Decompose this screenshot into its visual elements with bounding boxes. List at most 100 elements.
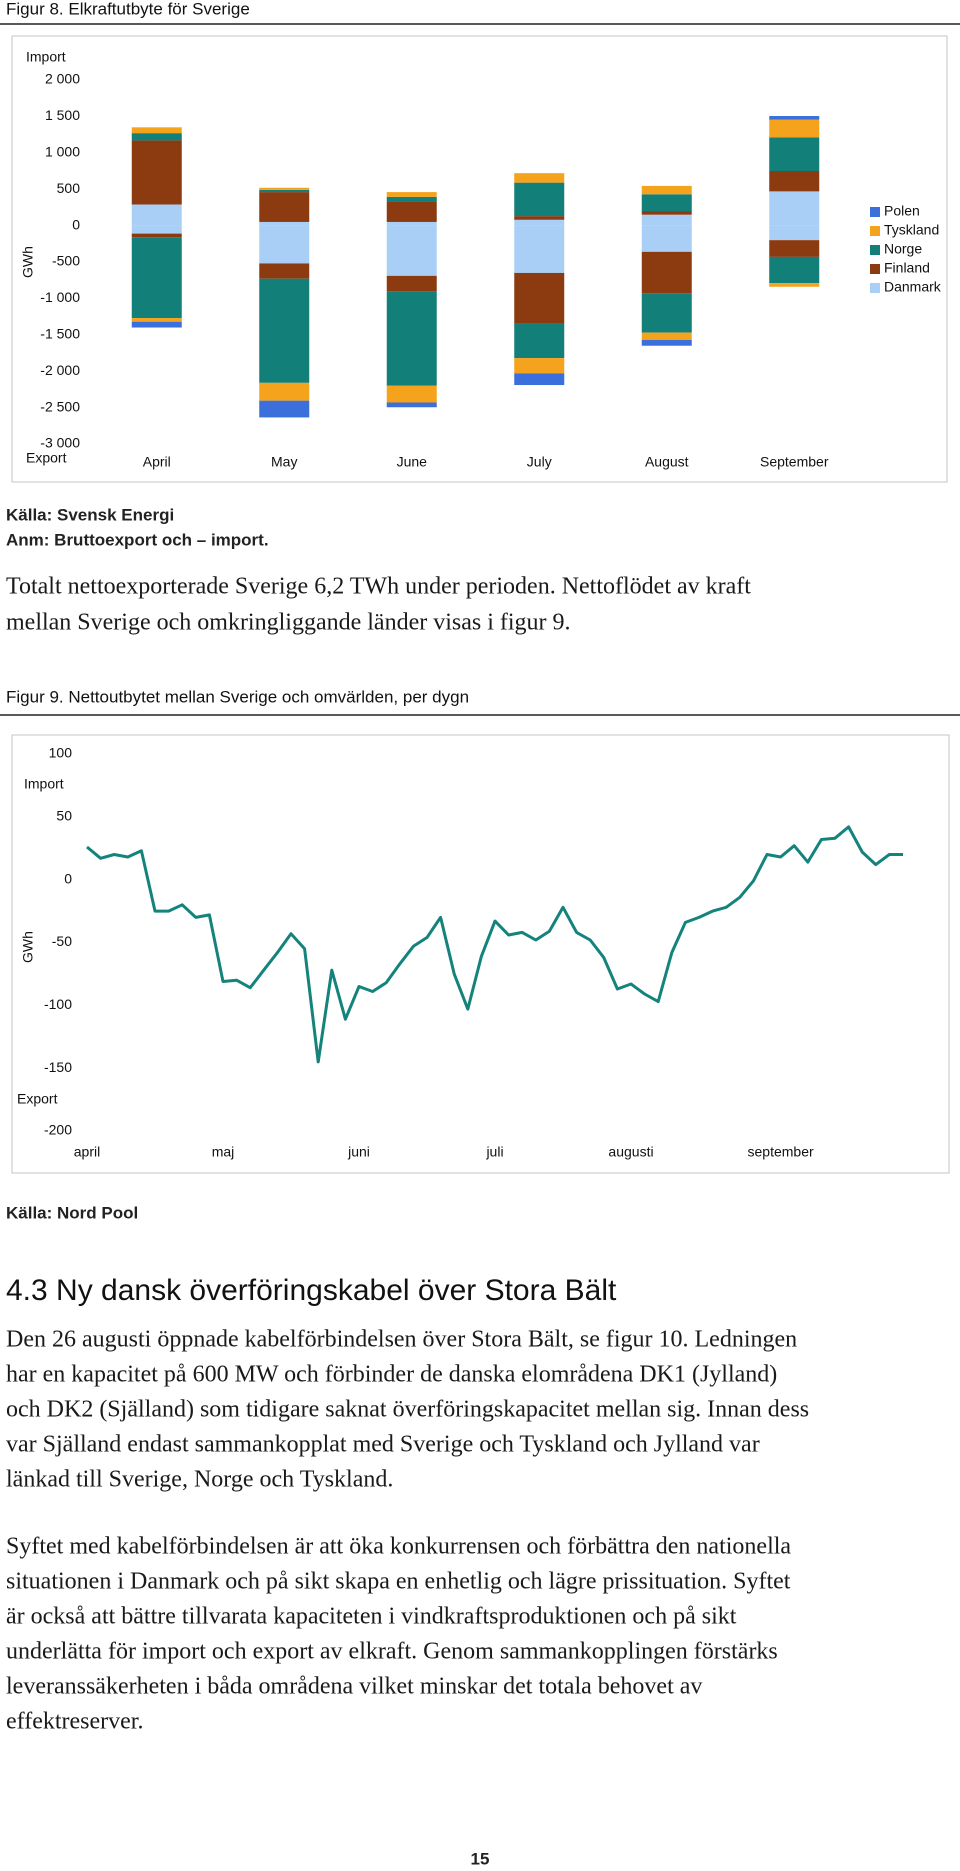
x-tick-label: juli (485, 1144, 503, 1160)
bar-segment (514, 173, 565, 183)
bar-segment (131, 127, 182, 134)
x-tick-label: September (760, 454, 829, 470)
bar-segment (641, 293, 692, 333)
bar-segment (386, 385, 437, 403)
bar-segment (131, 140, 182, 205)
x-tick-label: August (645, 454, 689, 470)
y-axis-label: GWh (20, 246, 36, 278)
x-tick-label: juni (347, 1144, 370, 1160)
bar-segment (641, 339, 692, 346)
y-tick-label: 0 (72, 216, 80, 232)
bar-segment (641, 251, 692, 294)
legend-label: Danmark (884, 279, 942, 295)
legend-swatch (870, 264, 880, 274)
bar-segment (259, 192, 310, 222)
paragraph-line: leveranssäkerheten i båda områdena vilke… (6, 1674, 702, 1700)
paragraph-line: Syftet med kabelförbindelsen är att öka … (6, 1534, 791, 1560)
bar-segment (259, 187, 310, 190)
x-tick-label: augusti (608, 1144, 653, 1160)
bar-segment (514, 272, 565, 324)
bar-segment (131, 133, 182, 141)
x-tick-label: maj (212, 1144, 235, 1160)
bar-segment (386, 201, 437, 222)
bar-segment (131, 318, 182, 322)
paragraph-line: situationen i Danmark och på sikt skapa … (6, 1569, 791, 1595)
paragraph-line: underlätta för import och export av elkr… (6, 1639, 778, 1665)
y-tick-label: 50 (56, 808, 72, 824)
bar-segment (769, 116, 820, 120)
paragraph-line: mellan Sverige och omkringliggande lände… (6, 610, 571, 636)
bar-segment (769, 119, 820, 138)
bar-segment (386, 221, 437, 226)
y-tick-label: -3 000 (40, 435, 80, 451)
legend-swatch (870, 283, 880, 293)
x-tick-label: July (527, 454, 552, 470)
paragraph-line: effektreserver. (6, 1709, 143, 1735)
bar-segment (259, 221, 310, 226)
paragraph-line: och DK2 (Själland) som tidigare saknat ö… (6, 1397, 809, 1423)
y-tick-label: 100 (49, 745, 73, 761)
bar-segment (641, 332, 692, 340)
figure-title: Figur 8. Elkraftutbyte för Sverige (6, 0, 250, 18)
bar-segment (514, 373, 565, 386)
bar-segment (514, 182, 565, 217)
source: Källa: Svensk Energi (6, 505, 174, 524)
bar-segment (131, 321, 182, 328)
paragraph-line: var Själland endast sammankopplat med Sv… (6, 1432, 760, 1458)
bar-segment (514, 216, 565, 220)
bar-segment (641, 211, 692, 215)
paragraph-line: länkad till Sverige, Norge och Tyskland. (6, 1467, 393, 1493)
y-tick-label: 0 (64, 870, 72, 886)
x-tick-label: April (143, 454, 171, 470)
paragraph-line: Totalt nettoexporterade Sverige 6,2 TWh … (6, 574, 751, 600)
bar-segment (514, 358, 565, 374)
y-tick-label: -200 (44, 1122, 72, 1138)
bar-segment (641, 214, 692, 226)
y-tick-label: 1 500 (45, 107, 80, 123)
paragraph-line: har en kapacitet på 600 MW och förbinder… (6, 1362, 777, 1388)
bar-segment (641, 185, 692, 195)
page-number: 15 (471, 1849, 490, 1868)
paragraph-line: är också att bättre tillvarata kapacitet… (6, 1604, 737, 1630)
y-tick-label: -1 500 (40, 326, 80, 342)
legend-label: Polen (884, 203, 920, 219)
bar-segment (386, 275, 437, 292)
y-tick-label: 1 000 (45, 144, 80, 160)
bar-segment (131, 237, 182, 319)
bar-segment (259, 189, 310, 193)
import-label: Import (24, 776, 64, 792)
bar-segment (641, 194, 692, 212)
x-tick-label: May (271, 454, 297, 470)
x-tick-label: april (74, 1144, 100, 1160)
legend-label: Norge (884, 241, 922, 257)
bar-segment (769, 283, 820, 287)
y-tick-label: -50 (52, 933, 72, 949)
export-label: Export (26, 450, 67, 466)
chart-frame (11, 734, 950, 1174)
bar-segment (641, 225, 692, 252)
legend-swatch (870, 226, 880, 236)
chart-frame (11, 35, 948, 483)
bar-segment (259, 263, 310, 279)
bar-segment (131, 204, 182, 226)
bar-segment (769, 256, 820, 284)
legend-swatch (870, 245, 880, 255)
bar-segment (386, 225, 437, 276)
bar-segment (259, 382, 310, 401)
bar-segment (769, 137, 820, 171)
y-tick-label: 500 (57, 180, 81, 196)
bar-segment (386, 402, 437, 408)
bar-segment (514, 323, 565, 359)
bar-segment (386, 291, 437, 386)
legend-swatch (870, 207, 880, 217)
export-label: Export (17, 1091, 58, 1107)
bar-segment (769, 225, 820, 241)
bar-segment (386, 196, 437, 202)
y-tick-label: 2 000 (45, 71, 80, 87)
bar-segment (259, 278, 310, 383)
y-tick-label: -100 (44, 996, 72, 1012)
bar-segment (259, 225, 310, 264)
x-tick-label: June (397, 454, 428, 470)
